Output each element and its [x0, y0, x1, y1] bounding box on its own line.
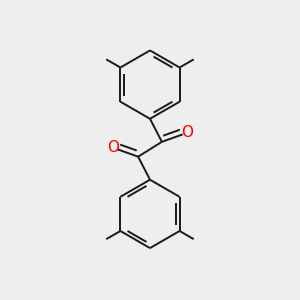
Text: O: O — [181, 125, 193, 140]
Text: O: O — [107, 140, 119, 155]
